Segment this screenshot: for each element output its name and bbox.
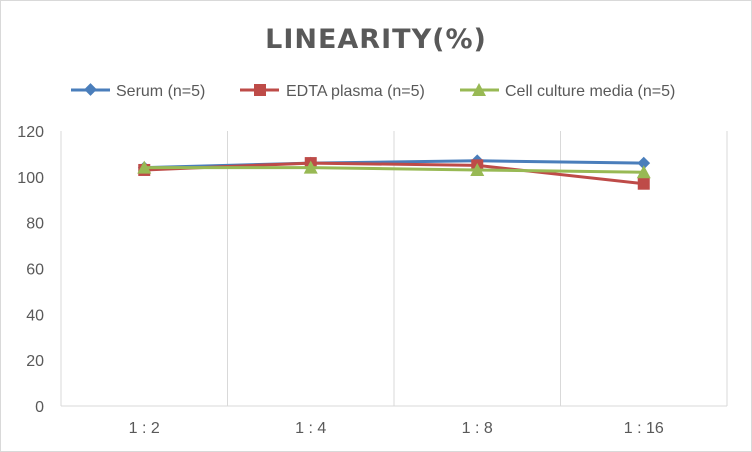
legend-item-cell-culture: Cell culture media (n=5): [460, 83, 675, 100]
y-tick-label: 100: [17, 170, 44, 187]
legend-square-marker: [254, 84, 266, 96]
data-point-cell-culture: [636, 165, 651, 179]
legend-label-cell-culture: Cell culture media (n=5): [505, 83, 675, 100]
y-tick-label: 80: [26, 216, 44, 233]
series-line-cell-culture: [144, 166, 644, 174]
legend-item-serum: Serum (n=5): [71, 83, 205, 100]
legend-diamond-marker: [84, 83, 97, 96]
data-point-edta: [637, 177, 650, 190]
y-axis-ticks: 0 20 40 60 80 100 120: [17, 124, 44, 416]
y-tick-label: 40: [26, 307, 44, 324]
legend-label-serum: Serum (n=5): [116, 83, 205, 100]
data-point-cell-culture: [470, 162, 485, 176]
x-axis-ticks: 1 : 2 1 : 4 1 : 8 1 : 16: [129, 420, 664, 437]
legend: Serum (n=5) EDTA plasma (n=5) Cell cultu…: [71, 83, 675, 100]
x-tick-label: 1 : 8: [462, 420, 493, 437]
legend-label-edta: EDTA plasma (n=5): [286, 83, 425, 100]
x-tick-label: 1 : 16: [624, 420, 664, 437]
y-tick-label: 120: [17, 124, 44, 141]
legend-item-edta: EDTA plasma (n=5): [240, 83, 425, 100]
series-layer: [137, 154, 651, 190]
x-tick-label: 1 : 4: [295, 420, 326, 437]
chart-title: LINEARITY(%): [265, 24, 487, 55]
plot-grid: [60, 131, 728, 407]
x-tick-label: 1 : 2: [129, 420, 160, 437]
data-point-cell-culture: [137, 160, 152, 174]
y-tick-label: 0: [35, 399, 44, 416]
legend-triangle-marker: [472, 83, 486, 96]
y-tick-label: 20: [26, 353, 44, 370]
data-point-cell-culture: [303, 160, 318, 174]
y-tick-label: 60: [26, 262, 44, 279]
